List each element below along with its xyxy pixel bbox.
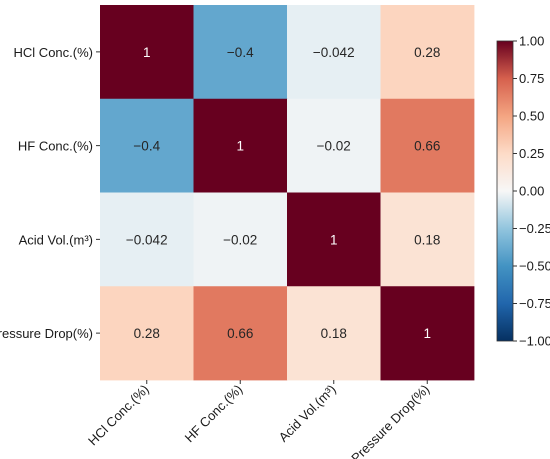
- x-tick-label-2: Acid Vol.(m³): [276, 382, 339, 445]
- cell-value-r1-c3: 0.66: [414, 139, 440, 154]
- cell-value-r3-c2: 0.18: [321, 326, 347, 341]
- cell-value-r1-c0: −0.4: [133, 139, 160, 154]
- heatmap-cell-r1-c1: [193, 98, 288, 193]
- cell-value-r0-c0: 1: [143, 45, 151, 60]
- y-tick-label-0: HCl Conc.(%): [14, 45, 93, 60]
- y-axis-labels: HCl Conc.(%) HF Conc.(%) Acid Vol.(m³) Pres…: [0, 45, 100, 341]
- heatmap-cell-r3-c0: [100, 286, 194, 381]
- cell-value-r2-c3: 0.18: [414, 232, 440, 247]
- colorbar-tick-label-2: 0.50: [519, 109, 544, 124]
- x-tick-label-3: Pressure Drop(%): [348, 382, 432, 459]
- cell-value-r1-c1: 1: [236, 139, 244, 154]
- heatmap-cell-r3-c2: [287, 286, 381, 381]
- heatmap-cell-r3-c1: [193, 286, 288, 381]
- cell-value-r0-c2: −0.042: [313, 45, 355, 60]
- x-tick-label-1: HF Conc.(%): [182, 382, 246, 446]
- cell-value-r3-c1: 0.66: [227, 326, 253, 341]
- x-tick-label-0: HCl Conc.(%): [85, 382, 152, 449]
- heatmap-cell-r1-c2: [287, 98, 381, 193]
- cell-value-r3-c3: 1: [423, 326, 431, 341]
- colorbar-tick-label-8: −1.00: [519, 334, 550, 349]
- y-tick-label-1: HF Conc.(%): [18, 139, 93, 154]
- x-axis-labels: HCl Conc.(%) HF Conc.(%) Acid Vol.(m³) Pres…: [85, 380, 432, 459]
- colorbar-tick-label-7: −0.75: [519, 296, 550, 311]
- cell-value-r2-c2: 1: [330, 232, 338, 247]
- colorbar-gradient: [496, 40, 514, 342]
- y-tick-label-3: Pressure Drop(%): [0, 326, 93, 341]
- colorbar-tick-label-0: 1.00: [519, 34, 544, 49]
- cell-value-r0-c3: 0.28: [414, 45, 440, 60]
- heatmap-cell-r1-c0: [100, 98, 194, 193]
- cell-value-r1-c2: −0.02: [317, 139, 351, 154]
- colorbar-tick-label-3: 0.25: [519, 146, 544, 161]
- heatmap-cell-r2-c2: [287, 192, 381, 287]
- heatmap-cell-r2-c0: [100, 192, 194, 287]
- cell-value-r3-c0: 0.28: [134, 326, 160, 341]
- heatmap-cell-r0-c3: [380, 5, 475, 100]
- heatmap-cell-r0-c0: [100, 5, 194, 100]
- heatmap-cell-r0-c2: [287, 5, 381, 100]
- colorbar-tick-label-5: −0.25: [519, 221, 550, 236]
- cell-value-r2-c1: −0.02: [223, 232, 257, 247]
- colorbar-tick-label-4: 0.00: [519, 184, 544, 199]
- heatmap-cells: 1 −0.4 −0.042 0.28 −0.4 1 −0.02 0.66 −0.042 −0.02…: [100, 5, 475, 381]
- heatmap-cell-r3-c3: [380, 286, 475, 381]
- y-tick-label-2: Acid Vol.(m³): [19, 232, 93, 247]
- cell-value-r2-c0: −0.042: [126, 232, 168, 247]
- colorbar: 1.00 0.75 0.50 0.25 0.00 −0.25 −0.50 −0.75 −1.00: [496, 34, 550, 349]
- colorbar-tick-label-6: −0.50: [519, 259, 550, 274]
- heatmap-cell-r2-c3: [380, 192, 475, 287]
- heatmap-cell-r2-c1: [193, 192, 288, 287]
- heatmap-cell-r0-c1: [193, 5, 288, 100]
- cell-value-r0-c1: −0.4: [227, 45, 254, 60]
- heatmap-cell-r1-c3: [380, 98, 475, 193]
- colorbar-tick-label-1: 0.75: [519, 71, 544, 86]
